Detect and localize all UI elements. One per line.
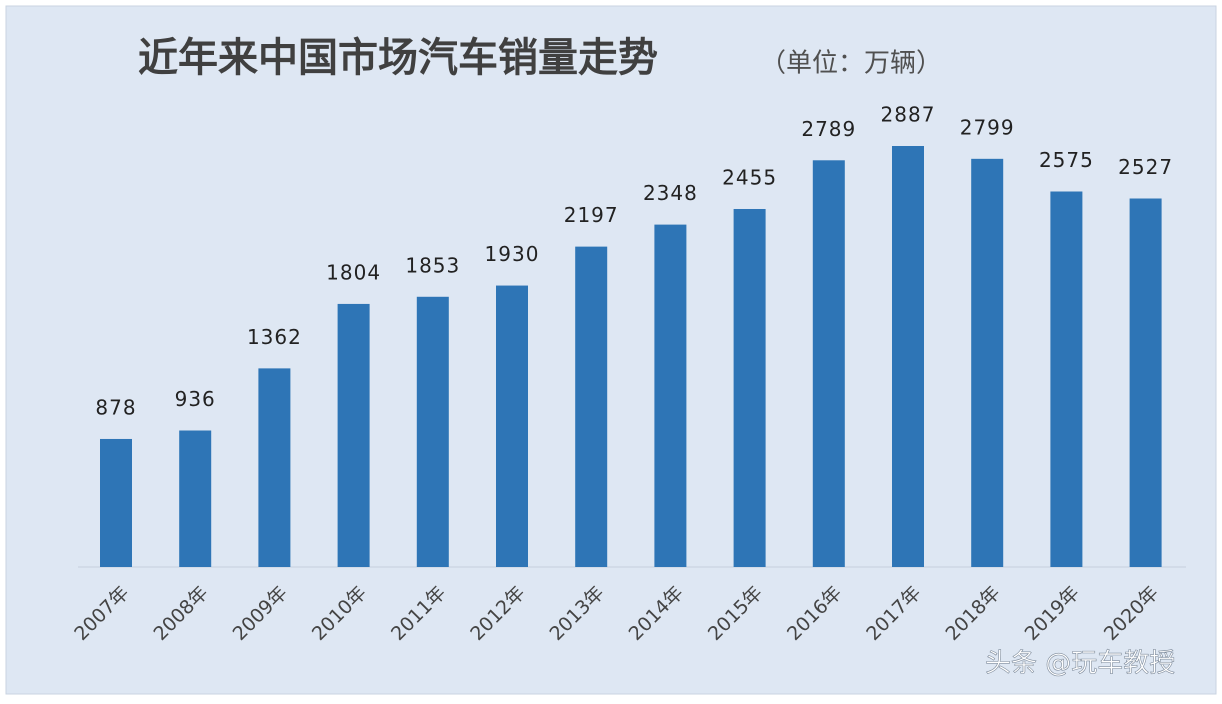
value-label: 1804 xyxy=(326,260,381,284)
value-label: 1853 xyxy=(405,253,460,277)
value-label: 936 xyxy=(175,387,216,411)
value-label: 2455 xyxy=(722,165,777,189)
bar xyxy=(971,158,1004,567)
bar xyxy=(179,430,212,567)
value-label: 2799 xyxy=(960,115,1015,139)
bar xyxy=(496,285,528,567)
chart-background xyxy=(5,5,1217,695)
bar xyxy=(100,438,132,567)
value-label: 2197 xyxy=(564,203,619,227)
bar xyxy=(416,296,449,567)
bar xyxy=(654,224,687,567)
value-label: 1362 xyxy=(247,325,302,349)
value-label: 1930 xyxy=(485,242,540,266)
bar xyxy=(258,368,291,567)
bar xyxy=(1050,191,1083,567)
value-label: 2348 xyxy=(643,181,698,205)
bar xyxy=(812,160,845,567)
chart-title: 近年来中国市场汽车销量走势 xyxy=(138,35,658,81)
watermark: 头条 @玩车教授 xyxy=(985,649,1175,679)
value-label: 2887 xyxy=(881,103,936,127)
chart-subtitle: （单位：万辆） xyxy=(760,49,942,79)
bar xyxy=(733,208,766,567)
value-label: 878 xyxy=(95,395,136,419)
bar xyxy=(1129,198,1162,567)
value-label: 2527 xyxy=(1118,155,1173,179)
value-label: 2575 xyxy=(1039,148,1094,172)
bar xyxy=(337,303,370,567)
bar xyxy=(575,246,608,567)
value-label: 2789 xyxy=(801,117,856,141)
bar xyxy=(892,146,924,567)
